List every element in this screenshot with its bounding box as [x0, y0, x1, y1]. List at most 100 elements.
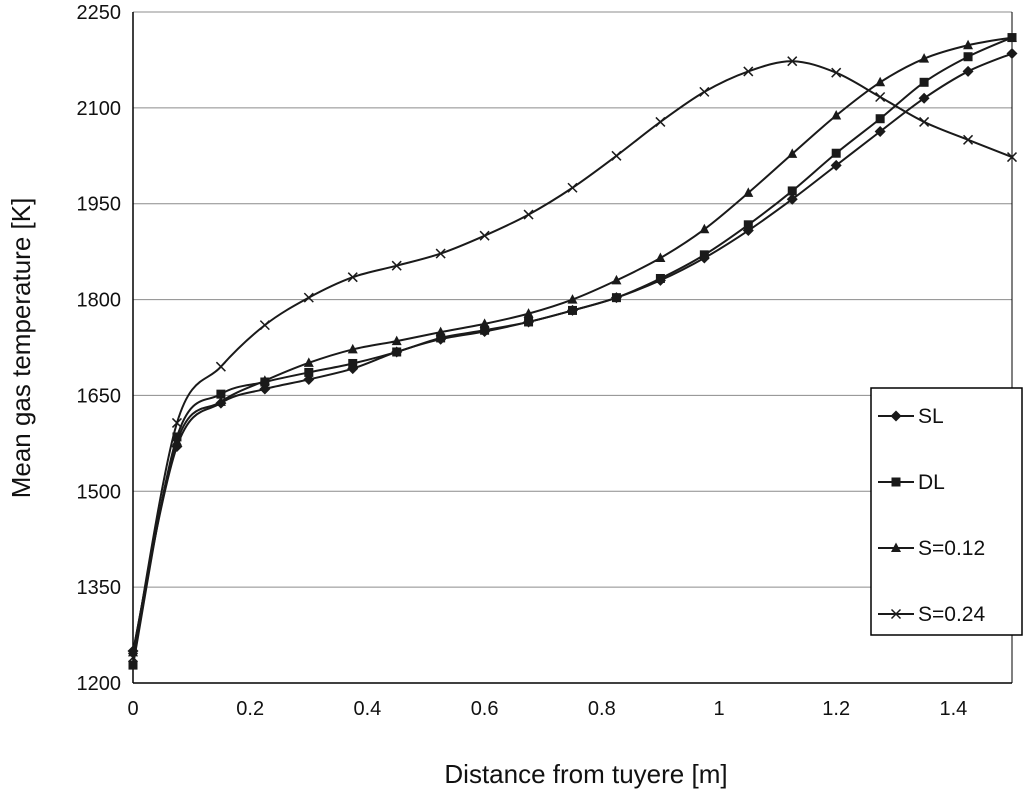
data-point-s-0-12 — [699, 223, 710, 234]
data-point-dl — [875, 114, 885, 124]
data-point-s-0-24 — [831, 67, 842, 78]
legend-item-s-0-24: S=0.24 — [878, 603, 985, 626]
y-tick-label: 1350 — [77, 577, 122, 599]
x-tick-label: 0.8 — [588, 698, 616, 720]
data-point-s-0-24 — [347, 272, 358, 283]
data-point-sl — [962, 65, 974, 77]
data-point-s-0-24 — [699, 86, 710, 97]
data-point-s-0-12 — [743, 187, 754, 197]
x-tick-label: 1.4 — [939, 698, 967, 720]
data-point-s-0-24-stroke — [611, 150, 622, 161]
data-point-s-0-24 — [567, 182, 578, 193]
data-point-s-0-24 — [391, 260, 402, 271]
data-point-dl — [128, 660, 138, 670]
data-point-s-0-24-stroke — [127, 652, 139, 663]
data-point-s-0-24-stroke — [523, 209, 534, 220]
data-point-s-0-24-stroke — [259, 320, 270, 331]
x-tick-label: 0.2 — [236, 698, 264, 720]
legend-label: S=0.12 — [918, 537, 985, 560]
data-point-dl — [831, 148, 841, 158]
data-point-sl — [786, 193, 798, 205]
data-point-s-0-12 — [919, 53, 930, 63]
data-point-s-0-24 — [611, 150, 622, 161]
y-tick-label: 1200 — [77, 673, 122, 695]
data-point-s-0-24-stroke — [743, 66, 754, 77]
legend-label: S=0.24 — [918, 603, 985, 626]
series-line-s-0-12 — [132, 36, 1013, 653]
legend: SL DL S=0.12 S=0.24 — [870, 387, 1023, 636]
x-tick-label: 0.6 — [471, 698, 499, 720]
data-point-s-0-12 — [435, 326, 446, 337]
data-point-s-0-24-stroke — [479, 230, 490, 241]
data-point-dl — [919, 77, 929, 87]
data-point-s-0-24 — [1006, 152, 1018, 163]
data-point-s-0-12 — [611, 274, 622, 285]
data-point-s-0-24 — [171, 417, 182, 428]
x-tick-labels: 0 0.2 0.4 0.6 0.8 1 1.2 1.4 — [127, 698, 967, 720]
data-point-s-0-24 — [303, 292, 314, 303]
data-point-s-0-24 — [523, 209, 534, 220]
data-point-s-0-24-stroke — [919, 116, 930, 127]
data-point-s-0-24 — [479, 230, 490, 241]
data-point-s-0-24-stroke — [347, 272, 358, 283]
series-s-0-24 — [127, 56, 1018, 663]
data-point-s-0-24-stroke — [567, 182, 578, 193]
data-point-dl — [568, 305, 577, 315]
data-point-s-0-24-stroke — [875, 91, 886, 103]
data-point-s-0-12 — [391, 335, 402, 346]
data-point-s-0-12 — [523, 308, 534, 318]
x-tick-label: 0.4 — [353, 698, 381, 720]
data-point-s-0-24-stroke — [1006, 152, 1018, 163]
data-point-s-0-24-stroke — [787, 56, 798, 67]
series-line-s-0-24 — [132, 60, 1013, 658]
y-tick-labels: 1200 1350 1500 1650 1800 1950 2100 2250 — [77, 2, 122, 695]
data-point-s-0-24-stroke — [391, 260, 402, 271]
data-point-dl — [787, 186, 797, 196]
legend-marker-sl — [890, 410, 902, 422]
y-tick-label: 1950 — [77, 194, 122, 216]
legend-marker-dl — [891, 477, 901, 487]
data-point-sl — [1006, 48, 1018, 60]
series-line-dl — [132, 36, 1013, 666]
y-tick-label: 1500 — [77, 481, 122, 503]
data-point-s-0-24 — [787, 56, 798, 67]
data-point-s-0-12 — [347, 343, 358, 354]
data-point-s-0-24-stroke — [699, 86, 710, 97]
legend-item-dl: DL — [878, 471, 945, 494]
legend-box — [870, 387, 1023, 636]
data-point-dl — [436, 333, 446, 343]
legend-marker-s-0-24 — [890, 608, 902, 620]
data-point-dl — [348, 358, 358, 368]
data-point-s-0-24-stroke — [831, 67, 842, 78]
data-point-s-0-12 — [831, 110, 842, 120]
data-point-s-0-12 — [479, 318, 490, 328]
gridlines — [133, 11, 1012, 588]
data-point-s-0-12 — [963, 39, 974, 50]
data-point-s-0-24-stroke — [171, 417, 182, 428]
legend-label: SL — [918, 405, 944, 428]
data-point-s-0-12 — [787, 148, 798, 158]
data-point-s-0-24 — [963, 134, 974, 145]
data-point-s-0-12 — [215, 396, 226, 406]
data-point-sl — [830, 159, 842, 171]
data-point-s-0-24 — [919, 116, 930, 127]
data-point-sl — [918, 92, 930, 104]
data-point-dl — [216, 389, 226, 399]
x-tick-label: 1.2 — [822, 698, 850, 720]
data-point-s-0-24 — [875, 91, 886, 103]
legend-marker-s-0-12 — [891, 542, 901, 552]
data-point-s-0-24-stroke — [963, 134, 974, 145]
data-point-dl — [480, 325, 490, 335]
y-tick-label: 2100 — [77, 98, 122, 120]
data-point-s-0-12 — [171, 435, 182, 446]
data-point-dl — [963, 52, 973, 62]
data-point-s-0-12 — [303, 357, 314, 367]
data-point-s-0-24 — [215, 361, 226, 372]
data-point-dl — [304, 367, 314, 377]
data-point-dl — [524, 317, 534, 327]
data-point-s-0-24-stroke — [655, 116, 666, 127]
data-point-dl — [655, 273, 665, 283]
data-point-s-0-24-stroke — [303, 292, 314, 303]
